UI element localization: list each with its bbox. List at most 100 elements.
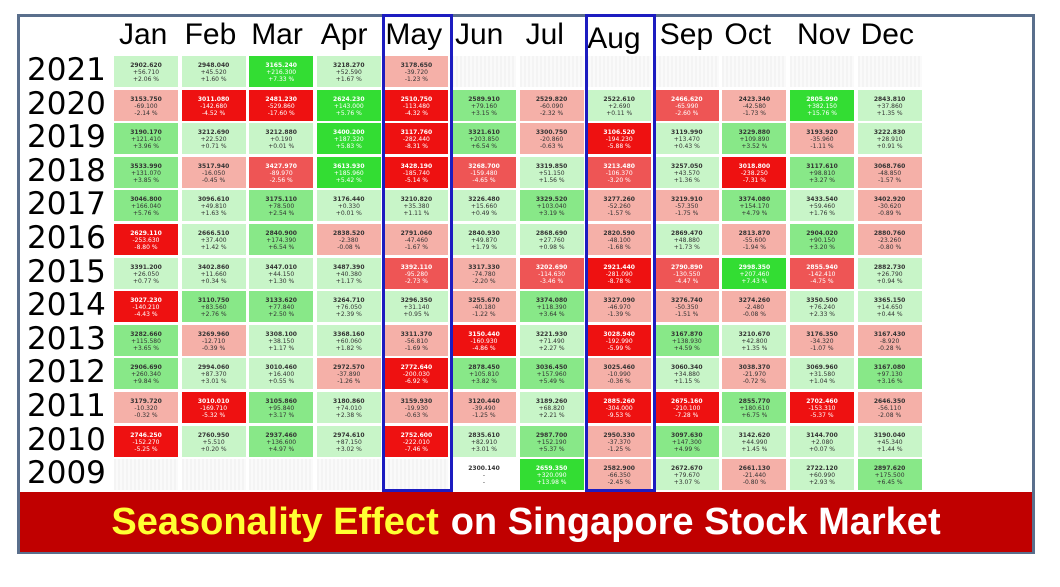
cell-percent-value: +3.27 % xyxy=(809,176,835,184)
cell-percent-value: +0.94 % xyxy=(876,277,903,285)
cell-change-value: +90.150 xyxy=(808,237,836,244)
cell-percent-value: +2.21 % xyxy=(538,412,565,419)
cell-percent-value: -1.73 % xyxy=(742,109,766,117)
heatmap-cell-2015-jan: 3391.200 +26.050 +0.77 % xyxy=(113,256,179,290)
heatmap-cell-2017-oct: 3374.080 +154.170 +4.79 % xyxy=(721,189,788,223)
title-banner: Seasonality Effect on Singapore Stock Ma… xyxy=(20,492,1032,552)
cell-close-value: 2994.060 xyxy=(197,364,230,372)
cell-change-value: -52.260 xyxy=(607,203,631,211)
cell-change-value: -142.410 xyxy=(808,270,836,278)
cell-percent-value: +3.16 % xyxy=(876,378,903,386)
cell-change-value: +60.060 xyxy=(335,337,362,345)
cell-close-value: 2813.870 xyxy=(738,230,771,237)
cell-close-value: 2855.770 xyxy=(738,398,771,405)
empty-cell-2009-feb xyxy=(180,458,247,492)
heatmap-cell-2015-jun: 3317.330 -74.780 -2.20 % xyxy=(451,256,517,290)
heatmap-cell-2019-feb: 3212.690 +22.520 +0.71 % xyxy=(180,122,247,156)
cell-change-value: -34.320 xyxy=(810,337,834,345)
cell-change-value: +13.470 xyxy=(673,136,700,144)
cell-percent-value: +1.35 % xyxy=(741,344,768,352)
cell-change-value: -169.710 xyxy=(200,405,228,412)
cell-close-value: 2840.900 xyxy=(265,230,297,237)
cell-close-value: 3427.970 xyxy=(265,162,297,170)
cell-close-value: 2974.610 xyxy=(333,431,365,439)
heatmap-cell-2013-jan: 3282.660 +115.580 +3.65 % xyxy=(113,323,179,357)
cell-change-value: -200.030 xyxy=(402,371,430,379)
cell-percent-value: +4.99 % xyxy=(673,445,700,453)
cell-change-value: +174.390 xyxy=(266,237,297,244)
cell-change-value: +15.660 xyxy=(470,203,498,211)
cell-change-value: +14.650 xyxy=(876,304,903,312)
cell-close-value: 2835.610 xyxy=(468,431,500,439)
cell-change-value: -66.350 xyxy=(607,472,631,480)
cell-change-value: +27.760 xyxy=(538,237,565,244)
cell-change-value: -60.090 xyxy=(540,102,564,110)
heatmap-cell-2019-mar: 3212.880 +0.190 +0.01 % xyxy=(248,122,315,156)
cell-change-value: +0.330 xyxy=(337,203,360,211)
cell-close-value: 2855.940 xyxy=(806,263,838,271)
heatmap-cell-2013-jun: 3150.440 -160.930 -4.86 % xyxy=(451,323,517,357)
cell-close-value: 3144.700 xyxy=(806,431,838,439)
cell-change-value: +87.370 xyxy=(200,371,227,379)
cell-percent-value: -0.39 % xyxy=(202,344,226,352)
cell-change-value: -210.100 xyxy=(673,405,701,412)
heatmap-cell-2016-feb: 2666.510 +37.400 +1.42 % xyxy=(180,223,247,256)
cell-percent-value: -2.60 % xyxy=(675,109,699,117)
cell-percent-value: +9.84 % xyxy=(133,378,159,386)
heatmap-cell-2013-feb: 3269.960 -12.710 -0.39 % xyxy=(180,323,247,357)
cell-close-value: 2937.460 xyxy=(265,431,297,439)
cell-percent-value: +0.44 % xyxy=(876,311,903,319)
cell-close-value: 3296.350 xyxy=(400,297,433,305)
cell-change-value: +34.880 xyxy=(673,371,700,379)
cell-percent-value: -7.46 % xyxy=(404,445,428,453)
heatmap-cell-2020-jul: 2529.820 -60.090 -2.32 % xyxy=(518,88,585,122)
heatmap-cell-2018-jun: 3268.700 -159.480 -4.65 % xyxy=(451,155,517,189)
cell-change-value: +154.170 xyxy=(739,203,770,211)
cell-close-value: 3264.710 xyxy=(333,297,365,305)
heatmap-cell-2010-dec: 3190.040 +45.340 +1.44 % xyxy=(856,424,923,458)
cell-change-value: +175.500 xyxy=(874,472,905,480)
cell-close-value: 2868.690 xyxy=(535,230,568,237)
cell-close-value: 3025.460 xyxy=(603,364,635,372)
cell-change-value: +59.460 xyxy=(808,203,836,211)
cell-close-value: 3255.670 xyxy=(468,297,500,305)
cell-close-value: 2998.350 xyxy=(738,263,771,271)
cell-change-value: +35.380 xyxy=(403,203,430,211)
cell-change-value: +118.390 xyxy=(536,304,567,312)
cell-close-value: 3219.910 xyxy=(671,196,703,204)
heatmap-cell-2017-dec: 3402.920 -30.620 -0.89 % xyxy=(856,189,923,223)
cell-change-value: -106.370 xyxy=(605,169,633,177)
cell-percent-value: +1.44 % xyxy=(876,445,903,453)
cell-close-value: 3226.480 xyxy=(468,196,500,204)
cell-change-value: -152.270 xyxy=(132,438,160,446)
empty-cell-2021-oct xyxy=(721,55,788,88)
cell-percent-value: +2.39 % xyxy=(335,311,362,319)
cell-percent-value: +1.45 % xyxy=(741,445,768,453)
cell-close-value: 3274.260 xyxy=(738,297,771,305)
cell-percent-value: +0.77 % xyxy=(133,277,159,285)
cell-percent-value: +5.83 % xyxy=(335,143,362,151)
heatmap-cell-2009-sep: 2672.670 +79.670 +3.07 % xyxy=(653,458,720,492)
cell-change-value: +16.400 xyxy=(268,371,295,379)
heatmap-cell-2013-sep: 3167.870 +138.930 +4.59 % xyxy=(653,323,720,357)
heatmap-cell-2016-mar: 2840.900 +174.390 +6.54 % xyxy=(248,223,315,256)
cell-percent-value: -0.45 % xyxy=(202,176,226,184)
year-label-2016: 2016 xyxy=(27,220,106,256)
cell-percent-value: -0.72 % xyxy=(742,378,766,386)
heatmap-cell-2012-jul: 3036.450 +157.960 +5.49 % xyxy=(518,357,585,391)
cell-change-value: +83.560 xyxy=(200,304,227,312)
cell-close-value: 3159.930 xyxy=(400,398,433,405)
cell-close-value: 3487.390 xyxy=(333,263,365,271)
cell-percent-value: +3.85 % xyxy=(133,176,159,184)
cell-percent-value: +3.82 % xyxy=(471,378,497,386)
cell-change-value: -153.310 xyxy=(808,405,836,412)
cell-close-value: 3282.660 xyxy=(130,330,162,338)
heatmap-cell-2013-aug: 3028.940 -192.990 -5.99 % xyxy=(586,323,653,357)
heatmap-cell-2011-aug: 2885.260 -304.000 -9.53 % xyxy=(586,391,653,424)
heatmap-cell-2020-feb: 3011.080 -142.680 -4.52 % xyxy=(180,88,247,122)
heatmap-cell-2012-nov: 3069.960 +31.580 +1.04 % xyxy=(789,357,855,391)
cell-percent-value: +3.19 % xyxy=(538,210,565,218)
cell-close-value: 2772.640 xyxy=(400,364,433,372)
cell-close-value: 3319.850 xyxy=(535,162,568,170)
cell-change-value: -140.210 xyxy=(132,304,160,312)
